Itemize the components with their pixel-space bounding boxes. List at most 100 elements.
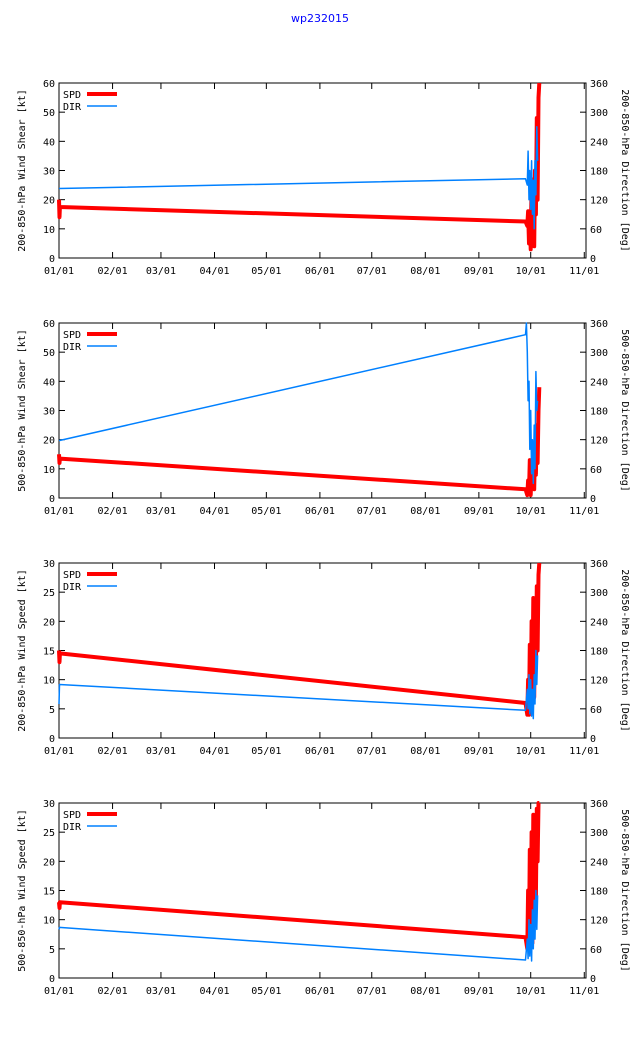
y2-tick-label-right: 240 [590, 137, 608, 148]
x-tick-label: 04/01 [199, 266, 229, 277]
y2-tick-label-right: 240 [590, 857, 608, 868]
x-tick-label: 06/01 [305, 986, 335, 997]
x-tick-label: 02/01 [98, 266, 128, 277]
x-tick-label: 11/01 [569, 746, 599, 757]
y-tick-label-left: 5 [49, 945, 55, 956]
x-tick-label: 09/01 [464, 986, 494, 997]
y-axis-label: 500-850-hPa Wind Speed [kt] [17, 809, 28, 972]
legend-label-dir: DIR [63, 582, 82, 593]
x-tick-label: 04/01 [199, 506, 229, 517]
y-tick-label-left: 40 [43, 137, 55, 148]
y2-tick-label-right: 240 [590, 377, 608, 388]
y2-tick-label-right: 60 [590, 945, 602, 956]
y-tick-label-left: 10 [43, 225, 55, 236]
y-tick-label-left: 20 [43, 196, 55, 207]
y2-tick-label-right: 300 [590, 108, 608, 119]
spd-series-line [57, 801, 541, 951]
y2-axis-label: 500-850-hPa Direction [Deg] [619, 329, 630, 492]
x-tick-label: 10/01 [516, 266, 546, 277]
y2-tick-label-right: 180 [590, 887, 608, 898]
y2-tick-label-right: 120 [590, 436, 608, 447]
y2-axis-label: 200-850-hPa Direction [Deg] [619, 89, 630, 252]
y2-tick-label-right: 180 [590, 167, 608, 178]
x-tick-label: 03/01 [146, 746, 176, 757]
y2-tick-label-right: 360 [590, 559, 608, 570]
x-tick-label: 11/01 [569, 266, 599, 277]
x-tick-label: 05/01 [251, 746, 281, 757]
x-tick-label: 01/01 [44, 746, 74, 757]
x-tick-label: 03/01 [146, 986, 176, 997]
y-tick-label-left: 5 [49, 705, 55, 716]
x-tick-label: 10/01 [516, 986, 546, 997]
x-tick-label: 08/01 [410, 506, 440, 517]
x-tick-label: 07/01 [357, 506, 387, 517]
dir-series-line [58, 126, 539, 230]
y-tick-label-left: 20 [43, 857, 55, 868]
y2-axis-label: 200-850-hPa Direction [Deg] [619, 569, 630, 732]
y2-tick-label-right: 0 [590, 734, 596, 745]
x-tick-label: 02/01 [98, 746, 128, 757]
x-tick-label: 11/01 [569, 506, 599, 517]
x-tick-label: 07/01 [357, 266, 387, 277]
y-axis-label: 200-850-hPa Wind Speed [kt] [17, 569, 28, 732]
y2-tick-label-right: 120 [590, 676, 608, 687]
x-tick-label: 08/01 [410, 746, 440, 757]
y2-tick-label-right: 0 [590, 254, 596, 265]
x-tick-label: 05/01 [251, 266, 281, 277]
y-tick-label-left: 50 [43, 108, 55, 119]
y-tick-label-left: 30 [43, 799, 55, 810]
x-tick-label: 10/01 [516, 506, 546, 517]
legend-label-dir: DIR [63, 342, 82, 353]
y-tick-label-left: 0 [49, 494, 55, 505]
spd-series-line [57, 387, 542, 498]
x-tick-label: 07/01 [357, 746, 387, 757]
legend-label-spd: SPD [63, 810, 81, 821]
x-tick-label: 09/01 [464, 746, 494, 757]
y2-tick-label-right: 180 [590, 647, 608, 658]
y-axis-label: 200-850-hPa Wind Shear [kt] [17, 89, 28, 252]
x-tick-label: 06/01 [305, 746, 335, 757]
spd-series-line [57, 562, 542, 717]
dir-series-line [58, 889, 539, 962]
chart-panel-2: 0 10 20 30 40 50 60 0 60 120 180 240 300 360 01/01 02/0… [17, 319, 630, 517]
y2-tick-label-right: 0 [590, 494, 596, 505]
y2-tick-label-right: 60 [590, 225, 602, 236]
dir-series-line [58, 322, 539, 485]
y2-tick-label-right: 0 [590, 974, 596, 985]
x-tick-label: 02/01 [98, 506, 128, 517]
y-tick-label-left: 30 [43, 407, 55, 418]
y-axis-label: 500-850-hPa Wind Shear [kt] [17, 329, 28, 492]
y2-tick-label-right: 120 [590, 196, 608, 207]
legend-label-spd: SPD [63, 570, 81, 581]
legend-label-dir: DIR [63, 102, 82, 113]
x-tick-label: 04/01 [199, 746, 229, 757]
y-tick-label-left: 0 [49, 734, 55, 745]
chart-title: wp232015 [291, 12, 349, 25]
x-tick-label: 05/01 [251, 506, 281, 517]
y2-tick-label-right: 180 [590, 407, 608, 418]
legend-label-dir: DIR [63, 822, 82, 833]
x-tick-label: 08/01 [410, 266, 440, 277]
x-tick-label: 06/01 [305, 506, 335, 517]
x-tick-label: 05/01 [251, 986, 281, 997]
y-tick-label-left: 15 [43, 647, 55, 658]
y2-axis-label: 500-850-hPa Direction [Deg] [619, 809, 630, 972]
x-tick-label: 01/01 [44, 266, 74, 277]
y-tick-label-left: 20 [43, 436, 55, 447]
plot-frame [58, 322, 587, 499]
y-tick-label-left: 25 [43, 588, 55, 599]
y-tick-label-left: 60 [43, 319, 55, 330]
y-tick-label-left: 30 [43, 167, 55, 178]
y-tick-label-left: 25 [43, 828, 55, 839]
y-tick-label-left: 0 [49, 254, 55, 265]
legend-label-spd: SPD [63, 330, 81, 341]
y2-tick-label-right: 60 [590, 705, 602, 716]
y2-tick-label-right: 300 [590, 588, 608, 599]
x-tick-label: 09/01 [464, 506, 494, 517]
plot-frame [58, 562, 587, 739]
spd-series-line [57, 82, 542, 252]
x-tick-label: 06/01 [305, 266, 335, 277]
